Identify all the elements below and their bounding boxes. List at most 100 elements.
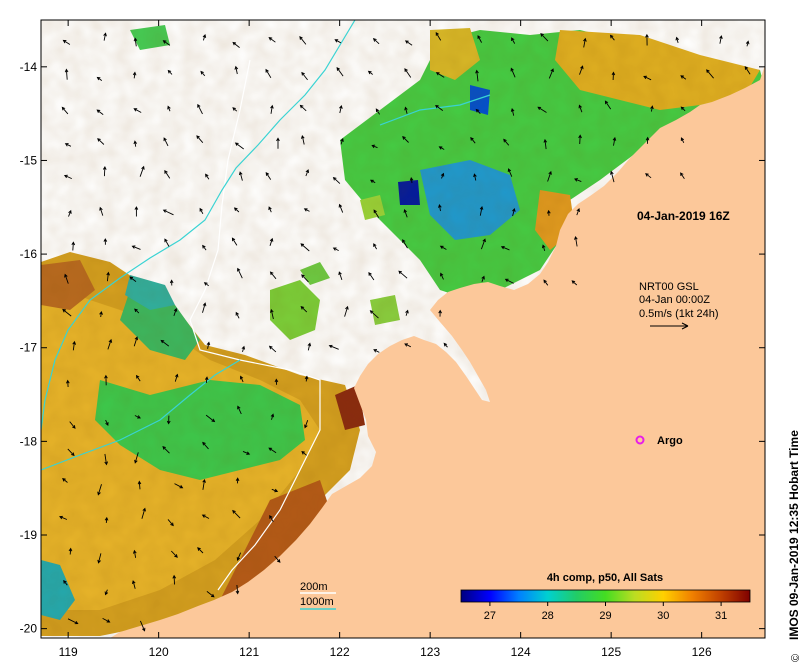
x-tick-label: 120	[149, 645, 169, 659]
current-vector-arrow	[574, 178, 582, 183]
current-vector-arrow	[160, 339, 170, 347]
current-vector-arrow	[164, 238, 170, 247]
current-vector-arrow	[300, 243, 310, 252]
current-vector-arrow	[62, 477, 68, 483]
current-vector-arrow	[274, 378, 279, 385]
current-vector-arrow	[650, 105, 654, 112]
current-vector-arrow	[235, 311, 240, 319]
current-vector-arrow	[270, 104, 274, 114]
current-vector-arrow	[162, 446, 170, 454]
current-vector-arrow	[96, 109, 104, 115]
current-vector-arrow	[232, 509, 241, 519]
y-tick-label: -18	[20, 434, 38, 448]
current-vector-arrow	[270, 308, 274, 320]
x-tick-label: 125	[601, 645, 621, 659]
current-vector-arrow	[134, 452, 139, 464]
current-vector-arrow	[404, 68, 412, 78]
current-vector-arrow	[680, 172, 685, 179]
current-vector-arrow	[235, 477, 240, 484]
current-vector-arrow	[132, 71, 137, 79]
current-vector-arrow	[537, 106, 547, 113]
current-vector-arrow	[162, 209, 174, 216]
current-vector-arrow	[578, 104, 583, 113]
current-vector-arrow	[103, 32, 107, 41]
current-vector-arrow	[204, 376, 209, 383]
current-vector-arrow	[97, 138, 105, 145]
current-vector-arrow	[164, 170, 171, 179]
colorbar	[460, 589, 751, 603]
current-vector-arrow	[269, 237, 274, 246]
current-vector-arrow	[438, 309, 442, 317]
x-tick-label: 121	[239, 645, 259, 659]
current-vector-arrow	[368, 272, 375, 281]
current-vector-arrow	[504, 278, 514, 284]
current-vector-arrow	[481, 275, 485, 282]
current-vector-arrow	[744, 66, 751, 75]
current-vector-arrow	[435, 31, 442, 41]
current-vector-arrow	[300, 305, 308, 313]
current-vector-arrow	[645, 136, 650, 144]
current-vector-arrow	[305, 169, 310, 177]
current-vector-arrow	[141, 507, 146, 519]
current-vector-arrow	[344, 305, 349, 317]
current-vector-arrow	[99, 310, 103, 318]
current-vector-arrow	[303, 208, 310, 212]
current-vector-arrow	[645, 173, 652, 179]
current-vector-arrow	[477, 35, 482, 43]
current-vector-arrow	[373, 349, 380, 353]
current-vector-arrow	[265, 68, 272, 79]
current-vector-arrow	[276, 137, 280, 149]
current-vector-arrow	[205, 414, 216, 423]
colorbar-ticks: 27 28 29 30 31	[484, 602, 727, 622]
current-vector-arrow	[102, 617, 111, 623]
current-vector-arrow	[475, 108, 481, 115]
current-vector-arrow	[235, 584, 240, 595]
current-vector-arrow	[173, 307, 178, 317]
current-vector-arrow	[369, 310, 379, 319]
current-vector-arrow	[135, 374, 141, 382]
current-vector-arrow	[371, 144, 378, 149]
current-vector-arrow	[439, 245, 447, 250]
current-vector-arrow	[203, 282, 209, 287]
current-vector-arrow	[473, 173, 477, 181]
current-vector-arrow	[370, 179, 376, 184]
current-vector-arrow	[301, 274, 309, 283]
current-vector-arrow	[578, 134, 582, 145]
current-vector-arrow	[131, 580, 136, 589]
current-vectors	[59, 31, 751, 632]
current-vector-arrow	[541, 244, 546, 252]
current-vector-arrow	[706, 69, 714, 79]
current-vector-arrow	[134, 206, 139, 217]
current-vector-arrow	[67, 618, 79, 625]
current-vector-arrow	[398, 270, 408, 279]
current-vector-arrow	[719, 35, 723, 44]
current-vector-arrow	[172, 574, 177, 585]
current-vector-arrow	[507, 168, 513, 177]
current-scale-label: 0.5m/s (1kt 24h)	[639, 308, 718, 320]
current-vector-arrow	[69, 421, 76, 429]
current-vector-arrow	[170, 550, 178, 558]
current-vector-arrow	[237, 405, 242, 415]
current-vector-arrow	[174, 373, 179, 382]
current-vector-arrow	[232, 107, 238, 112]
current-vector-arrow	[510, 107, 515, 116]
current-vector-arrow	[102, 165, 107, 177]
colorbar-tick-label: 31	[715, 610, 727, 622]
current-vector-arrow	[543, 279, 549, 286]
current-vector-arrow	[274, 555, 281, 563]
current-vector-arrow	[503, 138, 510, 146]
current-vector-arrow	[137, 480, 142, 490]
colorbar-tick-label: 27	[484, 610, 496, 622]
current-vector-arrow	[574, 235, 578, 247]
current-vector-arrow	[134, 415, 141, 419]
current-vector-arrow	[163, 137, 169, 147]
colorbar-tick-label: 28	[542, 610, 554, 622]
current-vector-arrow	[270, 413, 275, 420]
current-vector-arrow	[402, 136, 409, 143]
current-vector-arrow	[299, 104, 307, 112]
current-vector-arrow	[579, 65, 584, 75]
x-tick-label: 124	[511, 645, 531, 659]
current-vector-arrow	[680, 106, 686, 112]
current-vector-arrow	[547, 170, 552, 182]
y-tick-label: -20	[20, 622, 38, 636]
